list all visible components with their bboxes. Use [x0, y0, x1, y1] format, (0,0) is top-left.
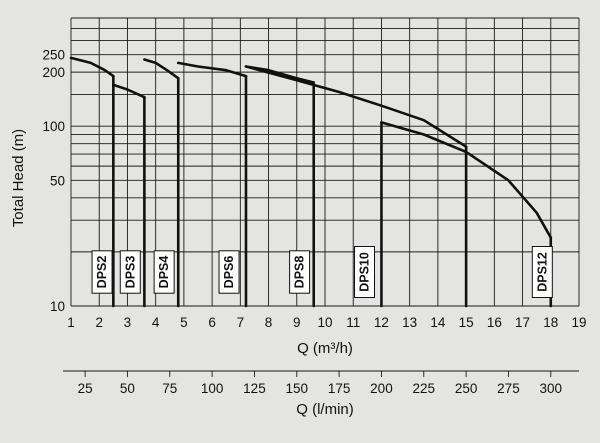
model-labels: DPS2 DPS3 DPS4 DPS6 DPS8 DPS10 DPS12	[91, 246, 553, 298]
y-tick-label: 250	[42, 48, 65, 63]
x-tick-label: 13	[402, 315, 417, 330]
model-label-text: DPS10	[358, 252, 372, 292]
secondary-x-tick-label: 125	[243, 381, 266, 396]
x-tick-label: 6	[208, 315, 216, 330]
model-label-box	[289, 250, 311, 294]
secondary-x-tick-label: 200	[370, 381, 393, 396]
model-label-dps3: DPS3	[119, 250, 141, 294]
model-label-text: DPS6	[222, 256, 236, 289]
y-axis-title: Total Head (m)	[10, 129, 27, 227]
secondary-x-tick-label: 50	[120, 381, 135, 396]
curve-drop-lines	[112, 74, 553, 308]
x-tick-label: 5	[180, 315, 188, 330]
secondary-x-tick-label: 150	[286, 381, 309, 396]
model-label-dps12: DPS12	[531, 246, 553, 298]
x-tick-label: 17	[515, 315, 530, 330]
tick-labels: 1 2 3 4 5 6 7 8 9 10 11 12 13 14 15 16 17 18 1910501002002…	[42, 48, 586, 330]
secondary-x-tick-label: 75	[162, 381, 177, 396]
x-tick-label: 11	[346, 315, 360, 330]
grid	[70, 17, 580, 307]
curve-dps12	[380, 121, 553, 239]
x-tick-label: 1	[67, 315, 75, 330]
model-label-dps4: DPS4	[153, 250, 175, 294]
model-label-dps6: DPS6	[218, 250, 240, 294]
secondary-x-tick-label: 100	[201, 381, 224, 396]
model-label-dps10: DPS10	[354, 246, 376, 298]
secondary-x-tick-label: 275	[497, 381, 520, 396]
model-label-text: DPS8	[293, 256, 307, 289]
x-tick-label: 8	[265, 315, 273, 330]
x-tick-label: 19	[571, 315, 586, 330]
model-label-text: DPS4	[157, 256, 171, 289]
x-tick-label: 10	[317, 315, 332, 330]
model-label-box	[91, 250, 113, 294]
x-tick-label: 9	[293, 315, 301, 330]
x-tick-label: 2	[95, 315, 103, 330]
model-label-text: DPS3	[123, 256, 137, 289]
secondary-x-axis-title: Q (l/min)	[296, 401, 354, 418]
secondary-x-tick-label: 250	[455, 381, 478, 396]
x-tick-label: 16	[487, 315, 502, 330]
x-tick-label: 7	[237, 315, 245, 330]
secondary-x-tick-label: 175	[328, 381, 351, 396]
x-tick-label: 12	[374, 315, 389, 330]
secondary-axis: 25 50 75 100 125 150 175 200 225 250 275 300	[63, 370, 579, 396]
x-tick-label: 4	[152, 315, 160, 330]
performance-curves	[69, 56, 553, 239]
model-label-box	[153, 250, 175, 294]
curve-dps6	[176, 61, 248, 78]
curve-dps10	[244, 65, 468, 148]
x-tick-label: 3	[124, 315, 132, 330]
secondary-x-tick-label: 225	[413, 381, 436, 396]
model-label-box	[218, 250, 240, 294]
x-tick-label: 18	[543, 315, 558, 330]
model-label-text: DPS2	[95, 256, 109, 289]
secondary-x-tick-label: 300	[540, 381, 563, 396]
x-tick-label: 14	[430, 315, 446, 330]
x-tick-label: 15	[459, 315, 474, 330]
y-tick-label: 50	[50, 173, 65, 188]
model-label-dps2: DPS2	[91, 250, 113, 294]
model-label-dps8: DPS8	[289, 250, 311, 294]
y-tick-label: 10	[50, 299, 65, 314]
x-axis-title: Q (m³/h)	[297, 340, 353, 357]
secondary-x-tick-label: 25	[78, 381, 93, 396]
y-tick-label: 100	[42, 119, 65, 134]
model-label-box	[119, 250, 141, 294]
model-label-box	[354, 246, 376, 298]
curve-dps2	[69, 56, 115, 78]
curve-dps3	[112, 83, 146, 99]
model-label-box	[531, 246, 553, 298]
curve-dps4	[143, 58, 180, 80]
model-label-text: DPS12	[535, 252, 549, 292]
y-tick-label: 200	[42, 65, 65, 80]
